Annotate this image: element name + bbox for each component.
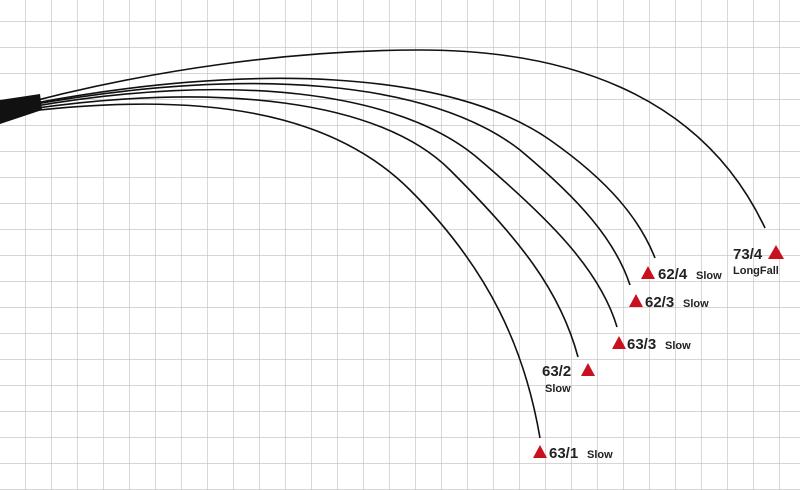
rod-curves xyxy=(0,49,766,439)
rod-curve xyxy=(29,88,618,328)
rod-action: Slow xyxy=(587,449,613,461)
tip-marker xyxy=(581,363,595,376)
rod-model: 63/2 xyxy=(542,363,571,380)
tip-marker xyxy=(768,245,784,259)
tip-marker xyxy=(612,336,626,349)
rod-model: 62/3 xyxy=(645,294,674,311)
rod-model: 73/4 xyxy=(733,246,763,263)
tip-marker xyxy=(641,266,655,279)
labels: 73/4 LongFall 62/4 Slow 62/3 Slow 63/3 S… xyxy=(533,245,784,462)
rod-action: Slow xyxy=(683,298,709,310)
rod-model: 63/1 xyxy=(549,445,578,462)
rod-action: LongFall xyxy=(733,265,779,277)
rod-curve xyxy=(29,103,541,439)
rod-curve xyxy=(29,96,579,358)
rod-curve xyxy=(29,82,631,286)
rod-curve xyxy=(29,77,656,259)
tip-marker xyxy=(533,445,547,458)
rod-action: Slow xyxy=(696,270,722,282)
rod-action: Slow xyxy=(545,383,571,395)
tip-marker xyxy=(629,294,643,307)
rod-handle xyxy=(0,94,42,124)
rod-model: 62/4 xyxy=(658,266,688,283)
rod-action: Slow xyxy=(665,340,691,352)
rod-model: 63/3 xyxy=(627,336,656,353)
rod-curve xyxy=(0,49,766,229)
